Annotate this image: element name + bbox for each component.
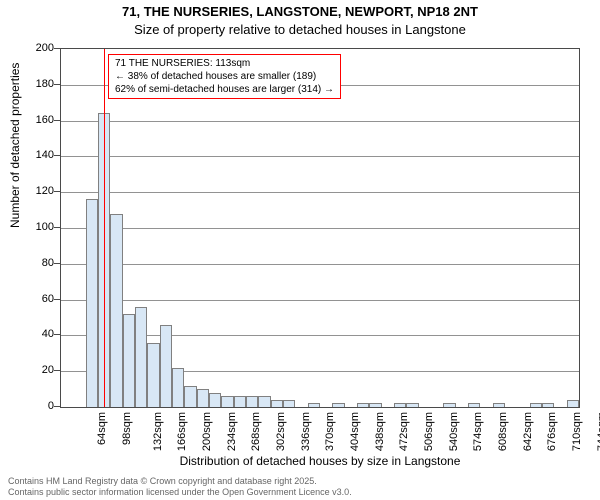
gridline: [61, 192, 579, 193]
gridline: [61, 121, 579, 122]
x-tick-label: 506sqm: [423, 412, 435, 451]
histogram-bar: [197, 389, 209, 407]
y-tick: [54, 299, 60, 300]
y-tick-label: 120: [14, 185, 54, 197]
annotation-line: 71 THE NURSERIES: 113sqm: [115, 57, 334, 70]
x-tick-label: 200sqm: [201, 412, 213, 451]
x-tick-label: 132sqm: [152, 412, 164, 451]
y-tick-label: 180: [14, 78, 54, 90]
chart-container: 71, THE NURSERIES, LANGSTONE, NEWPORT, N…: [0, 0, 600, 500]
histogram-bar: [86, 199, 98, 407]
x-tick-label: 676sqm: [547, 412, 559, 451]
histogram-bar: [271, 400, 283, 407]
x-tick-label: 336sqm: [300, 412, 312, 451]
histogram-bar: [110, 214, 122, 407]
x-tick-label: 540sqm: [448, 412, 460, 451]
y-tick-label: 80: [14, 257, 54, 269]
y-tick-label: 140: [14, 149, 54, 161]
y-tick-label: 60: [14, 293, 54, 305]
x-tick-label: 710sqm: [571, 412, 583, 451]
gridline: [61, 228, 579, 229]
y-tick-label: 40: [14, 328, 54, 340]
y-tick: [54, 155, 60, 156]
histogram-bar: [135, 307, 147, 407]
y-tick: [54, 334, 60, 335]
y-tick: [54, 370, 60, 371]
y-tick-label: 100: [14, 221, 54, 233]
histogram-bar: [332, 403, 344, 407]
histogram-bar: [468, 403, 480, 407]
y-tick: [54, 120, 60, 121]
annotation-line: 62% of semi-detached houses are larger (…: [115, 83, 334, 96]
x-tick-label: 744sqm: [596, 412, 600, 451]
x-tick-label: 574sqm: [473, 412, 485, 451]
histogram-bar: [542, 403, 554, 407]
histogram-bar: [258, 396, 270, 407]
x-tick-label: 438sqm: [374, 412, 386, 451]
histogram-bar: [160, 325, 172, 407]
histogram-bar: [184, 386, 196, 407]
histogram-bar: [147, 343, 159, 407]
x-tick-label: 98sqm: [121, 412, 133, 445]
histogram-bar: [308, 403, 320, 407]
histogram-bar: [209, 393, 221, 407]
histogram-bar: [123, 314, 135, 407]
x-tick-label: 404sqm: [349, 412, 361, 451]
histogram-bar: [567, 400, 579, 407]
footer-line: Contains HM Land Registry data © Crown c…: [8, 476, 352, 487]
histogram-bar: [394, 403, 406, 407]
gridline: [61, 156, 579, 157]
annotation-line: ← 38% of detached houses are smaller (18…: [115, 70, 334, 83]
histogram-bar: [234, 396, 246, 407]
y-tick: [54, 406, 60, 407]
histogram-bar: [493, 403, 505, 407]
y-tick-label: 200: [14, 42, 54, 54]
x-tick-label: 642sqm: [522, 412, 534, 451]
y-tick-label: 0: [14, 400, 54, 412]
plot-area: [60, 48, 580, 408]
x-tick-label: 268sqm: [251, 412, 263, 451]
histogram-bar: [221, 396, 233, 407]
chart-subtitle: Size of property relative to detached ho…: [0, 22, 600, 37]
y-tick: [54, 84, 60, 85]
chart-title: 71, THE NURSERIES, LANGSTONE, NEWPORT, N…: [0, 4, 600, 19]
y-tick: [54, 227, 60, 228]
marker-line: [104, 49, 105, 407]
x-tick-label: 472sqm: [399, 412, 411, 451]
gridline: [61, 264, 579, 265]
x-tick-label: 302sqm: [275, 412, 287, 451]
histogram-bar: [172, 368, 184, 407]
y-tick: [54, 263, 60, 264]
x-tick-label: 234sqm: [226, 412, 238, 451]
gridline: [61, 300, 579, 301]
histogram-bar: [283, 400, 295, 407]
footer-line: Contains public sector information licen…: [8, 487, 352, 498]
footer-attribution: Contains HM Land Registry data © Crown c…: [8, 476, 352, 498]
histogram-bar: [443, 403, 455, 407]
y-tick: [54, 191, 60, 192]
x-tick-label: 608sqm: [497, 412, 509, 451]
y-tick-label: 20: [14, 364, 54, 376]
x-axis-title: Distribution of detached houses by size …: [60, 454, 580, 468]
histogram-bar: [406, 403, 418, 407]
x-tick-label: 166sqm: [177, 412, 189, 451]
x-tick-label: 64sqm: [96, 412, 108, 445]
y-tick: [54, 48, 60, 49]
y-tick-label: 160: [14, 114, 54, 126]
histogram-bar: [530, 403, 542, 407]
x-tick-label: 370sqm: [325, 412, 337, 451]
histogram-bar: [357, 403, 369, 407]
annotation-box: 71 THE NURSERIES: 113sqm ← 38% of detach…: [108, 54, 341, 99]
histogram-bar: [369, 403, 381, 407]
histogram-bar: [246, 396, 258, 407]
